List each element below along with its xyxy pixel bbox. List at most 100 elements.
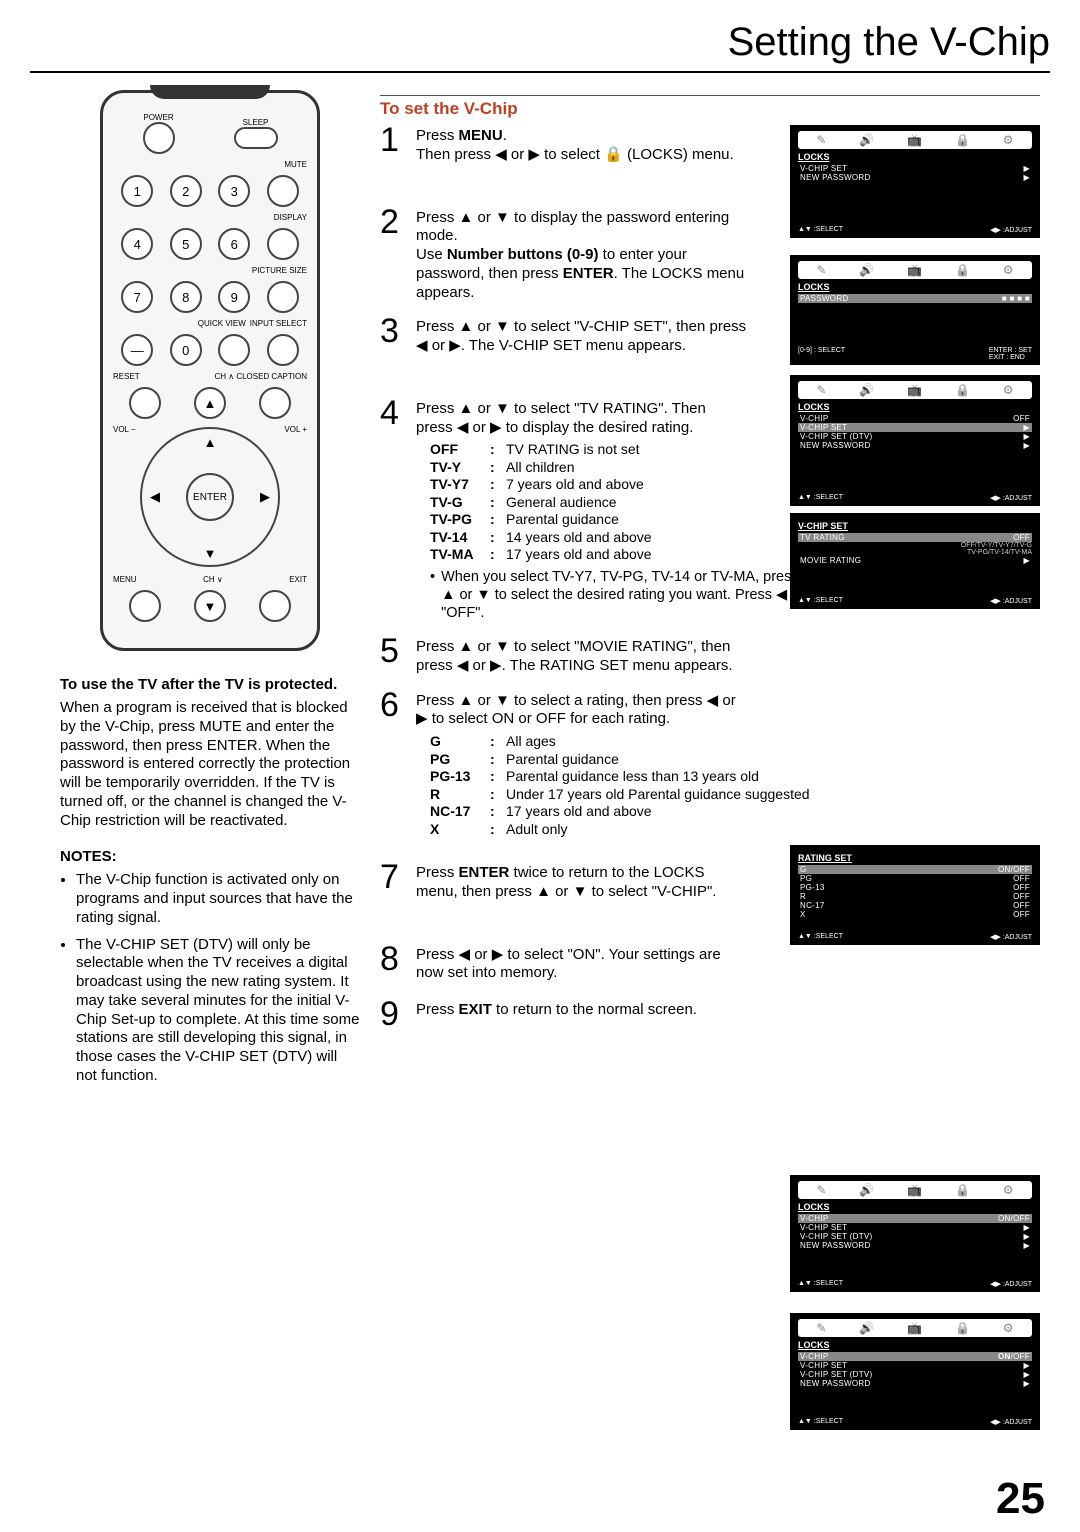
osd-v: ON bbox=[998, 1352, 1011, 1361]
num-8: 8 bbox=[170, 281, 202, 313]
chv-label: CH ∨ bbox=[203, 575, 223, 584]
arrow-icon: ▶ bbox=[1024, 1370, 1030, 1379]
quickview-label: QUICK VIEW bbox=[198, 319, 246, 328]
arrow-icon: ▶ bbox=[1024, 173, 1030, 182]
num-9: 9 bbox=[218, 281, 250, 313]
rk: TV-PG bbox=[430, 511, 490, 529]
rk: TV-G bbox=[430, 494, 490, 512]
osd-locks-vchip-off: ✎🔊📺🔒⚙ LOCKS V-CHIPON/OFF V-CHIP SET▶ V-C… bbox=[790, 1175, 1040, 1292]
osd-v: OFF bbox=[1013, 901, 1030, 910]
rv: Parental guidance bbox=[506, 751, 619, 769]
num-7: 7 bbox=[121, 281, 153, 313]
page-number: 25 bbox=[996, 1474, 1045, 1524]
sleep-button bbox=[234, 127, 278, 149]
step-6-lead: Press ▲ or ▼ to select a rating, then pr… bbox=[416, 692, 736, 730]
rv: TV RATING is not set bbox=[506, 441, 640, 459]
osd-l: V-CHIP SET bbox=[800, 1361, 847, 1370]
reset-button bbox=[129, 387, 161, 419]
osd-h: LOCKS bbox=[798, 282, 1032, 292]
vol-plus-label: VOL + bbox=[284, 425, 307, 434]
num-0: 0 bbox=[170, 334, 202, 366]
osd-v: OFF bbox=[1013, 910, 1030, 919]
osd-rating-set: RATING SET GON/OFF PGOFF PG-13OFF ROFF N… bbox=[790, 845, 1040, 945]
arrow-icon: ▶ bbox=[1024, 1361, 1030, 1370]
num-3: 3 bbox=[218, 175, 250, 207]
rv: General audience bbox=[506, 494, 617, 512]
rk: PG-13 bbox=[430, 768, 490, 786]
vol-minus-label: VOL − bbox=[113, 425, 136, 434]
osd-v: OFF bbox=[1013, 414, 1030, 423]
osd-l: MOVIE RATING bbox=[800, 556, 861, 565]
osd-sub: OFF/TV-Y/TV-Y7/TV-G bbox=[798, 542, 1032, 549]
rv: Under 17 years old Parental guidance sug… bbox=[506, 786, 810, 804]
rk: TV-14 bbox=[430, 529, 490, 547]
osd-v: ■ ■ ■ ■ bbox=[1002, 294, 1030, 303]
exit-label: EXIT bbox=[289, 575, 307, 584]
arrow-icon: ▶ bbox=[1024, 432, 1030, 441]
osd-h: LOCKS bbox=[798, 1340, 1032, 1350]
arrow-icon: ▶ bbox=[1024, 164, 1030, 173]
rv: 14 years old and above bbox=[506, 529, 652, 547]
menu-label: MENU bbox=[113, 575, 137, 584]
rk: TV-MA bbox=[430, 546, 490, 564]
rk: TV-Y7 bbox=[430, 476, 490, 494]
rk: PG bbox=[430, 751, 490, 769]
rk: TV-Y bbox=[430, 459, 490, 477]
rv: Adult only bbox=[506, 821, 567, 839]
step-4-lead: Press ▲ or ▼ to select "TV RATING". Then… bbox=[416, 400, 736, 438]
osd-l: NEW PASSWORD bbox=[800, 1241, 871, 1250]
osd-l: PG bbox=[800, 874, 812, 883]
num-1: 1 bbox=[121, 175, 153, 207]
step-5-num: 5 bbox=[380, 634, 416, 676]
osd-l: TV RATING bbox=[800, 533, 845, 542]
osd-f: ▲▼ :SELECT bbox=[798, 494, 843, 502]
osd-f: ▲▼ :SELECT bbox=[798, 597, 843, 605]
enter-button: ENTER bbox=[186, 473, 234, 521]
note-2: The V-CHIP SET (DTV) will only be select… bbox=[76, 936, 360, 1086]
osd-l: NEW PASSWORD bbox=[800, 173, 871, 182]
note-1: The V-Chip function is activated only on… bbox=[76, 871, 360, 927]
osd-l: V-CHIP SET (DTV) bbox=[800, 1232, 873, 1241]
rv: Parental guidance less than 13 years old bbox=[506, 768, 759, 786]
osd-h: RATING SET bbox=[798, 853, 1032, 863]
rk: OFF bbox=[430, 441, 490, 459]
arrow-icon: ▶ bbox=[1024, 1232, 1030, 1241]
notes-heading: NOTES: bbox=[60, 848, 360, 865]
osd-f: ▲▼ :SELECT bbox=[798, 1280, 843, 1288]
step-7: Press ENTER twice to return to the LOCKS… bbox=[416, 860, 750, 902]
osd-l: V-CHIP bbox=[800, 1352, 828, 1361]
osd-locks-1: ✎🔊📺🔒⚙ LOCKS V-CHIP SET▶ NEW PASSWORD▶ ▲▼… bbox=[790, 125, 1040, 238]
rk: NC-17 bbox=[430, 803, 490, 821]
reset-label: RESET bbox=[113, 372, 140, 381]
osd-v: OFF bbox=[1013, 874, 1030, 883]
num-2: 2 bbox=[170, 175, 202, 207]
osd-f: ◀▶ :ADJUST bbox=[990, 1418, 1032, 1426]
osd-password: ✎🔊📺🔒⚙ LOCKS PASSWORD■ ■ ■ ■ [0-9] : SELE… bbox=[790, 255, 1040, 365]
display-label: DISPLAY bbox=[113, 213, 307, 222]
num-5: 5 bbox=[170, 228, 202, 260]
osd-h: LOCKS bbox=[798, 402, 1032, 412]
osd-l: PASSWORD bbox=[800, 294, 848, 303]
rv: Parental guidance bbox=[506, 511, 619, 529]
num-6: 6 bbox=[218, 228, 250, 260]
rk: X bbox=[430, 821, 490, 839]
osd-h: LOCKS bbox=[798, 1202, 1032, 1212]
step-7-num: 7 bbox=[380, 860, 416, 902]
osd-l: G bbox=[800, 865, 807, 874]
num-4: 4 bbox=[121, 228, 153, 260]
osd-l: V-CHIP SET bbox=[800, 423, 847, 432]
step-3-num: 3 bbox=[380, 314, 416, 356]
osd-f: EXIT : END bbox=[989, 354, 1025, 361]
osd-h: LOCKS bbox=[798, 152, 1032, 162]
step-4-num: 4 bbox=[380, 396, 416, 622]
menu-button bbox=[129, 590, 161, 622]
arrow-icon: ▶ bbox=[1024, 1223, 1030, 1232]
arrow-icon: ▶ bbox=[1024, 1241, 1030, 1250]
step-8-num: 8 bbox=[380, 942, 416, 984]
osd-f: [0-9] : SELECT bbox=[798, 347, 845, 361]
quickview-button bbox=[218, 334, 250, 366]
osd-l: NEW PASSWORD bbox=[800, 441, 871, 450]
osd-f: ◀▶ :ADJUST bbox=[990, 933, 1032, 941]
power-button bbox=[143, 122, 175, 154]
use-after-heading: To use the TV after the TV is protected. bbox=[60, 676, 360, 693]
